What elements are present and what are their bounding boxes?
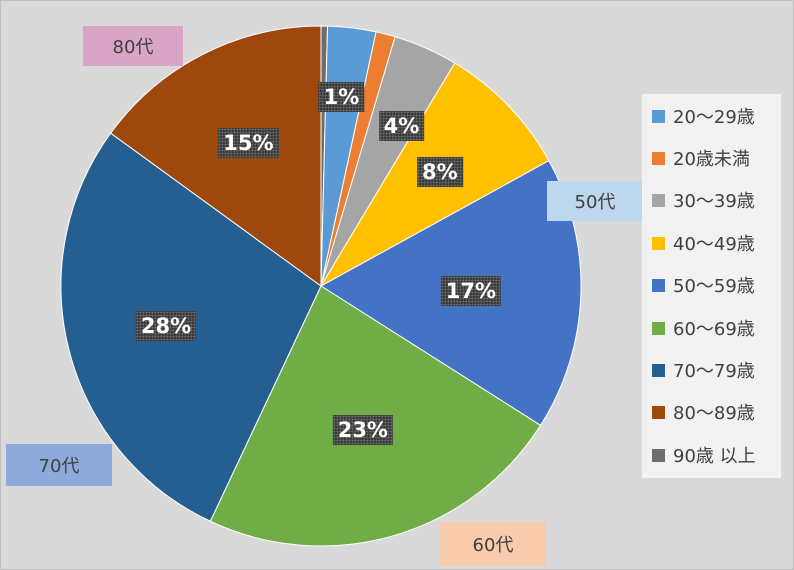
legend-swatch xyxy=(652,109,665,123)
legend: 20〜29歳 20歳未満 30〜39歳 40〜49歳 50〜59歳 60〜69歳… xyxy=(642,94,781,478)
annotation-60s: 60代 xyxy=(440,522,546,566)
legend-label: 50〜59歳 xyxy=(673,276,755,297)
slice-data-label: 28% xyxy=(135,310,197,341)
legend-swatch xyxy=(652,193,665,207)
legend-swatch xyxy=(652,278,665,292)
legend-item-under-20: 20歳未満 xyxy=(652,143,750,173)
annotation-50s: 50代 xyxy=(547,181,643,221)
legend-label: 90歳 以上 xyxy=(673,446,756,467)
legend-item-40-49: 40〜49歳 xyxy=(652,228,755,258)
slice-data-label: 17% xyxy=(440,275,502,306)
legend-swatch xyxy=(652,321,665,335)
legend-label: 80〜89歳 xyxy=(673,403,755,424)
legend-swatch xyxy=(652,448,665,462)
legend-swatch xyxy=(652,236,665,250)
slice-data-label: 15% xyxy=(218,128,279,159)
legend-item-30-39: 30〜39歳 xyxy=(652,185,755,215)
slice-data-label: 23% xyxy=(332,415,393,446)
slice-data-label: 4% xyxy=(378,110,425,141)
legend-item-20-29: 20〜29歳 xyxy=(652,101,755,131)
annotation-80s: 80代 xyxy=(83,26,183,66)
legend-item-80-89: 80〜89歳 xyxy=(652,397,755,427)
slice-data-label: 8% xyxy=(417,156,463,187)
pie-slice xyxy=(109,25,322,287)
legend-item-50-59: 50〜59歳 xyxy=(652,270,755,300)
legend-swatch xyxy=(652,405,665,419)
legend-label: 70〜79歳 xyxy=(673,361,755,382)
legend-label: 30〜39歳 xyxy=(673,191,755,212)
legend-label: 40〜49歳 xyxy=(673,234,755,255)
legend-swatch xyxy=(652,363,665,377)
legend-label: 20歳未満 xyxy=(673,149,750,170)
legend-item-70-79: 70〜79歳 xyxy=(652,355,755,385)
legend-label: 20〜29歳 xyxy=(673,107,755,128)
annotation-70s: 70代 xyxy=(6,444,112,486)
legend-swatch xyxy=(652,151,665,165)
legend-item-90-plus: 90歳 以上 xyxy=(652,440,756,470)
legend-label: 60〜69歳 xyxy=(673,319,755,340)
legend-item-60-69: 60〜69歳 xyxy=(652,313,755,343)
slice-data-label: 1% xyxy=(318,82,365,113)
